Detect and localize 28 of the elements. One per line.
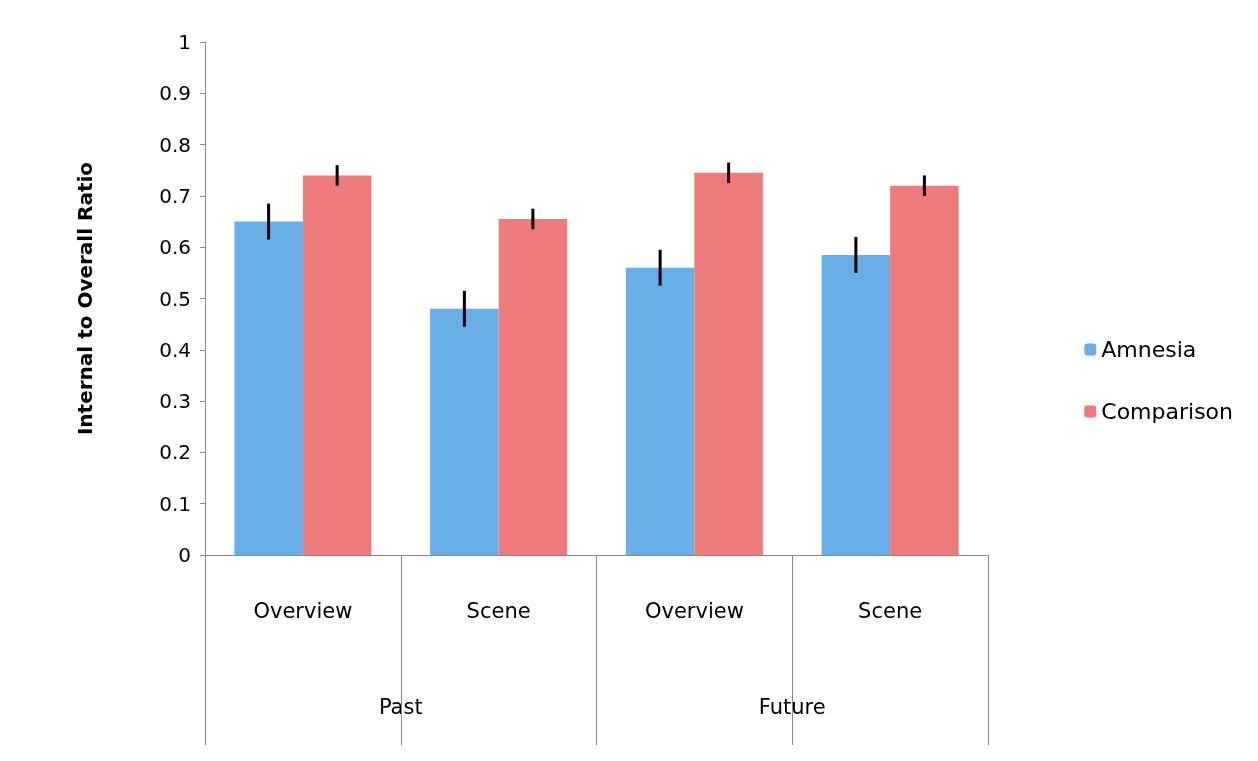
- y-tick-label: 0.9: [159, 81, 191, 106]
- y-tick-label: 0.7: [159, 183, 191, 208]
- y-tick-label: 1: [178, 30, 191, 54]
- y-tick-label: 0.6: [159, 235, 191, 260]
- x-tick-label: Overview: [644, 598, 744, 623]
- x-tick-label: Scene: [858, 598, 923, 623]
- y-tick-label: 0: [178, 543, 191, 567]
- text: Future: [758, 695, 826, 719]
- x-tick-label: Scene: [466, 598, 531, 623]
- y-tick-label: 0.5: [159, 286, 191, 311]
- bar: [625, 267, 695, 555]
- bar: [234, 221, 303, 555]
- y-tick-label: 0.8: [159, 132, 191, 157]
- y-tick-label: 0.1: [159, 491, 191, 516]
- bar: [890, 185, 959, 555]
- bar: [821, 254, 891, 555]
- bar: [302, 175, 372, 555]
- text: Past: [378, 695, 423, 719]
- bar: [694, 172, 763, 555]
- y-tick-label: 0.3: [159, 389, 191, 414]
- legend-label: Comparison: [1101, 399, 1234, 424]
- x-tick-label: Overview: [253, 598, 353, 623]
- y-tick-label: 0.4: [159, 337, 191, 362]
- y-axis-title: Internal to Overall Ratio: [73, 161, 97, 436]
- bar: [498, 218, 568, 555]
- legend-label: Amnesia: [1101, 337, 1197, 362]
- bar: [430, 308, 499, 555]
- y-tick-label: 0.2: [159, 440, 191, 465]
